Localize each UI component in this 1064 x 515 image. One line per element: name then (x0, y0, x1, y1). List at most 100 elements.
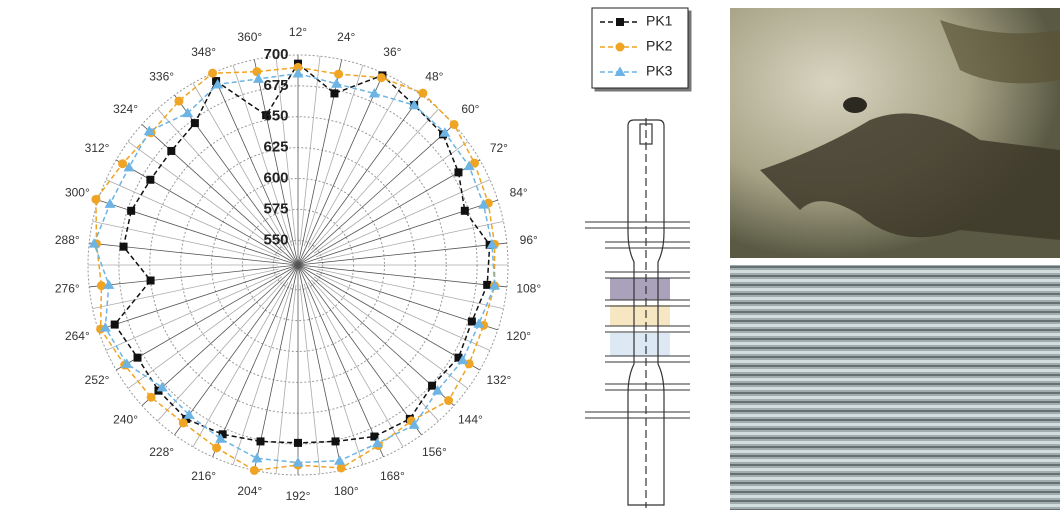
angle-label: 348° (191, 45, 216, 59)
angle-label: 204° (237, 484, 262, 498)
spoke (311, 108, 439, 251)
marker (256, 437, 265, 446)
marker (336, 463, 346, 473)
marker (110, 320, 119, 329)
spoke (303, 283, 364, 465)
spoke (141, 264, 299, 406)
spoke (297, 264, 507, 288)
spoke (317, 268, 504, 310)
spoke (316, 272, 491, 351)
marker (178, 418, 188, 428)
r-tick-label: 650 (263, 108, 288, 125)
r-tick-label: 600 (263, 169, 288, 186)
spoke (115, 264, 299, 371)
angle-label: 288° (55, 233, 80, 247)
angle-label: 180° (334, 484, 359, 498)
spoke (253, 264, 299, 471)
spoke (297, 264, 498, 331)
angle-label: 60° (461, 102, 479, 116)
marker (408, 419, 420, 429)
spoke (253, 59, 299, 266)
marker (156, 381, 168, 392)
marker (143, 125, 155, 136)
spoke (127, 276, 283, 389)
marker (99, 322, 111, 332)
spoke (232, 65, 293, 247)
marker (331, 78, 343, 88)
spoke (98, 264, 299, 331)
marker (473, 318, 485, 328)
spoke (297, 264, 481, 371)
legend-marker (614, 66, 626, 76)
marker (133, 353, 142, 362)
marker (215, 433, 227, 443)
spoke (297, 159, 481, 266)
angle-label: 216° (191, 469, 216, 483)
spoke (303, 65, 364, 247)
spoke (275, 56, 297, 246)
marker (428, 381, 437, 390)
marker (146, 276, 155, 285)
marker (218, 430, 227, 439)
r-tick-label: 700 (263, 46, 288, 63)
spoke (307, 282, 404, 448)
marker (167, 146, 176, 155)
marker (146, 392, 156, 402)
spoke (232, 283, 293, 465)
marker (418, 88, 428, 98)
spoke (89, 264, 299, 288)
angle-label: 132° (487, 373, 512, 387)
spoke (311, 279, 439, 422)
marker (432, 385, 444, 395)
spoke (297, 242, 507, 266)
spoke (297, 124, 455, 266)
angle-label: 192° (286, 489, 311, 503)
marker (190, 119, 199, 128)
spoke (317, 220, 504, 262)
angle-label: 240° (113, 412, 138, 426)
specimen-diagram (585, 118, 690, 508)
marker (330, 89, 339, 98)
marker (460, 206, 469, 215)
spoke (192, 82, 289, 248)
spoke (297, 94, 422, 266)
spoke (297, 264, 343, 471)
r-tick-label: 625 (263, 139, 288, 156)
spoke (299, 56, 321, 246)
spoke (299, 284, 321, 474)
marker (212, 77, 221, 86)
marker (334, 455, 346, 465)
marker (439, 127, 451, 137)
marker (146, 175, 155, 184)
angle-label: 48° (425, 69, 443, 83)
marker (88, 238, 100, 248)
angle-label: 12° (289, 25, 307, 39)
marker (121, 358, 133, 368)
legend-label: PK1 (646, 13, 673, 29)
marker (464, 359, 474, 369)
angle-label: 168° (380, 469, 405, 483)
marker (483, 280, 492, 289)
marker (331, 437, 340, 446)
marker (182, 107, 194, 118)
spoke (307, 82, 404, 248)
angle-label: 360° (237, 30, 262, 44)
marker (368, 87, 380, 98)
angle-label: 228° (149, 445, 174, 459)
marker (454, 353, 463, 362)
angle-label: 120° (506, 329, 531, 343)
marker (212, 443, 222, 453)
angle-label: 156° (422, 445, 447, 459)
spoke (92, 268, 279, 310)
angle-label: 252° (85, 373, 110, 387)
spoke (313, 276, 469, 389)
legend-marker (616, 18, 624, 26)
marker (370, 432, 379, 441)
angle-label: 84° (510, 185, 528, 199)
angle-label: 300° (65, 185, 90, 199)
spoke (212, 264, 299, 458)
marker (376, 73, 386, 83)
marker (174, 96, 184, 106)
